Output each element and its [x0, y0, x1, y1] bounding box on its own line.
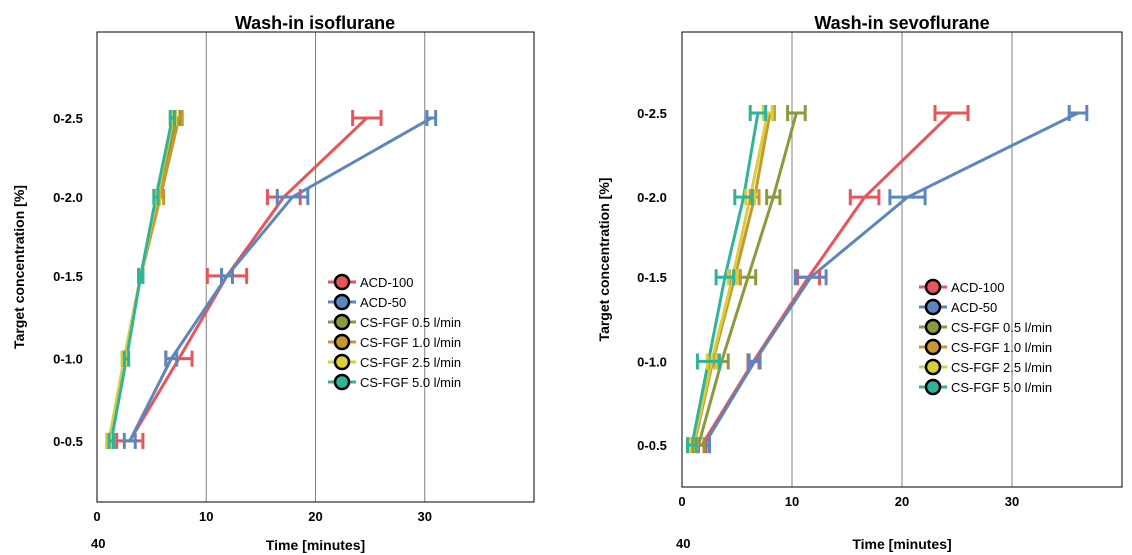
error-bar: [1067, 104, 1089, 121]
legend-item: CS-FGF 5.0 l/min: [328, 373, 461, 391]
legend-label: CS-FGF 2.5 l/min: [360, 355, 461, 370]
x-axis-label: Time [minutes]: [266, 537, 365, 553]
error-bar: [122, 432, 137, 449]
legend-item: ACD-100: [328, 273, 413, 291]
y-tick-label: 0-0.5: [637, 438, 667, 453]
error-bar: [107, 432, 115, 449]
legend-item: ACD-50: [919, 298, 997, 316]
legend-item: CS-FGF 5.0 l/min: [919, 378, 1052, 396]
legend-label: ACD-100: [951, 280, 1004, 295]
legend-label: CS-FGF 2.5 l/min: [951, 360, 1052, 375]
chart-title: Wash-in sevoflurane: [814, 13, 989, 33]
error-bar: [848, 189, 881, 206]
x-tick-label: 30: [1005, 494, 1019, 509]
error-bar: [738, 269, 758, 286]
legend-marker: [333, 353, 351, 371]
legend-label: CS-FGF 5.0 l/min: [951, 380, 1052, 395]
legend-marker: [924, 358, 942, 376]
error-bar: [747, 353, 762, 370]
error-bar: [765, 189, 782, 206]
error-bar: [152, 188, 160, 205]
legend-label: CS-FGF 0.5 l/min: [951, 320, 1052, 335]
error-bar: [793, 269, 828, 286]
error-bar: [164, 350, 179, 367]
legend: ACD-100 ACD-50 CS-FGF 0.5 l/min CS-FGF 1.0 …: [919, 278, 1052, 396]
error-bar: [888, 189, 927, 206]
legend-label: ACD-100: [360, 275, 413, 290]
legend-marker: [924, 278, 942, 296]
legend-marker: [333, 373, 351, 391]
y-tick-label: 0-1.5: [53, 269, 83, 284]
x-tick-label: 10: [199, 509, 213, 524]
legend-label: CS-FGF 5.0 l/min: [360, 375, 461, 390]
y-tick-label: 0-1.5: [637, 270, 667, 285]
y-tick-label: 0-2.0: [637, 190, 667, 205]
legend-item: CS-FGF 1.0 l/min: [919, 338, 1052, 356]
y-axis-label: Target concentration [%]: [11, 185, 27, 349]
y-tick-label: 0-1.0: [53, 352, 83, 367]
legend-label: CS-FGF 1.0 l/min: [360, 335, 461, 350]
y-tick-label: 0-0.5: [53, 434, 83, 449]
error-bar: [168, 110, 177, 127]
legend-item: ACD-100: [919, 278, 1004, 296]
x-tick-label: 20: [308, 509, 322, 524]
legend-item: CS-FGF 1.0 l/min: [328, 333, 461, 351]
error-bar: [695, 353, 721, 370]
legend-item: CS-FGF 0.5 l/min: [919, 318, 1052, 336]
y-tick-label: 0-2.5: [637, 106, 667, 121]
legend-label: ACD-50: [951, 300, 997, 315]
x-tick-label: 20: [895, 494, 909, 509]
legend-marker: [333, 273, 351, 291]
x-tick-label: 10: [785, 494, 799, 509]
x-tick-label-end: 40: [676, 536, 690, 551]
legend-marker: [333, 313, 351, 331]
error-bar: [351, 110, 383, 127]
series-line: [697, 112, 798, 446]
legend-item: CS-FGF 0.5 l/min: [328, 313, 461, 331]
legend-marker: [333, 293, 351, 311]
error-bar: [425, 110, 438, 127]
x-tick-label: 30: [418, 509, 432, 524]
legend-marker: [924, 338, 942, 356]
chart-isoflurane: Wash-in isoflurane Time [minutes] Target c…: [11, 13, 535, 553]
legend-item: CS-FGF 2.5 l/min: [328, 353, 461, 371]
legend-item: CS-FGF 2.5 l/min: [919, 358, 1052, 376]
legend-label: CS-FGF 1.0 l/min: [951, 340, 1052, 355]
x-tick-label-end: 40: [91, 536, 105, 551]
error-bar: [122, 350, 131, 367]
y-axis-label: Target concentration [%]: [596, 178, 612, 342]
x-tick-label: 0: [678, 494, 685, 509]
plot-frame: [96, 31, 535, 503]
legend-label: CS-FGF 0.5 l/min: [360, 315, 461, 330]
legend-marker: [924, 318, 942, 336]
y-tick-label: 0-2.0: [53, 190, 83, 205]
x-tick-label: 0: [93, 509, 100, 524]
chart-title: Wash-in isoflurane: [235, 13, 395, 33]
chart-sevoflurane: Wash-in sevoflurane Time [minutes] Target …: [596, 13, 1123, 552]
error-bar: [714, 269, 736, 286]
x-axis-label: Time [minutes]: [852, 536, 951, 552]
legend-marker: [333, 333, 351, 351]
error-bar: [733, 189, 754, 206]
legend-item: ACD-50: [328, 293, 406, 311]
error-bar: [933, 104, 970, 121]
legend-marker: [924, 298, 942, 316]
error-bar: [686, 437, 698, 454]
y-tick-label: 0-1.0: [637, 354, 667, 369]
legend-marker: [924, 378, 942, 396]
plot-frame: [681, 31, 1123, 488]
error-bar: [275, 188, 310, 205]
error-bar: [220, 267, 234, 284]
legend-label: ACD-50: [360, 295, 406, 310]
legend: ACD-100 ACD-50 CS-FGF 0.5 l/min CS-FGF 1.0 …: [328, 273, 461, 391]
error-bar: [786, 104, 807, 121]
error-bar: [137, 267, 145, 284]
error-bar: [748, 104, 768, 121]
y-tick-label: 0-2.5: [53, 111, 83, 126]
